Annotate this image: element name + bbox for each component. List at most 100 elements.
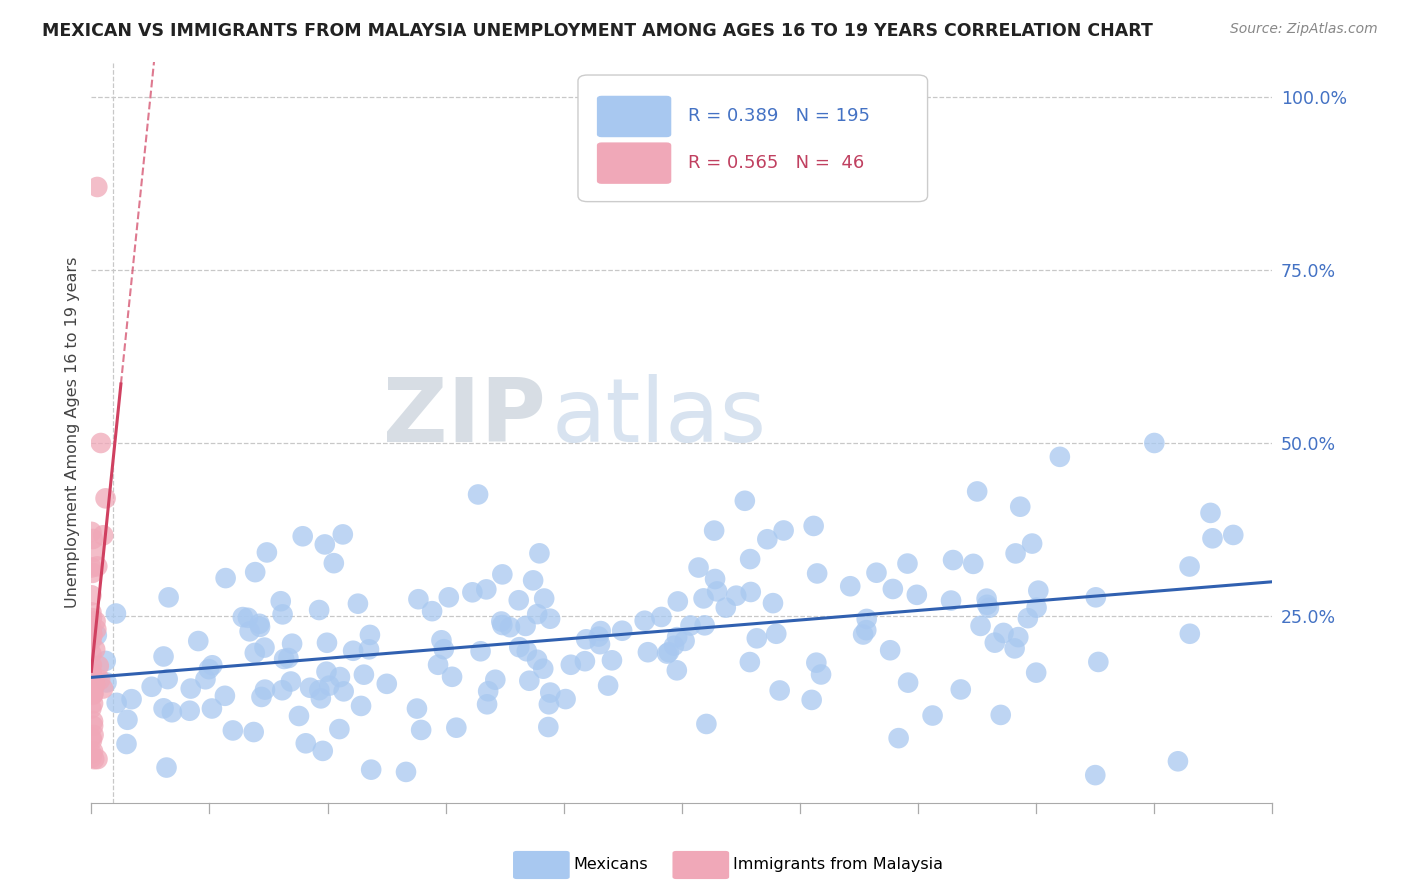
Point <box>80 747 103 761</box>
Point <box>990 707 1012 722</box>
Point <box>271 607 294 622</box>
Point <box>1017 611 1039 625</box>
Point <box>83 728 105 742</box>
Point <box>80 605 103 619</box>
Point <box>441 670 464 684</box>
Point <box>179 704 201 718</box>
Point <box>882 582 904 596</box>
Point <box>1087 655 1109 669</box>
Point <box>533 591 555 606</box>
Point <box>446 721 468 735</box>
Point <box>526 607 548 621</box>
Point <box>491 615 513 629</box>
Point <box>359 628 381 642</box>
Point <box>308 603 330 617</box>
Point <box>976 591 998 606</box>
Point <box>673 634 696 648</box>
Point <box>353 667 375 681</box>
Point <box>921 708 943 723</box>
Point <box>82 719 104 733</box>
Point <box>160 705 183 719</box>
Point <box>537 720 560 734</box>
Point <box>105 696 128 710</box>
Point <box>86 180 108 194</box>
Point <box>96 675 118 690</box>
Point <box>589 637 612 651</box>
Point <box>600 653 623 667</box>
Point <box>977 600 1000 615</box>
Point <box>329 670 352 684</box>
Point <box>80 658 103 673</box>
Point <box>242 725 264 739</box>
Point <box>522 574 544 588</box>
Point <box>253 682 276 697</box>
Point <box>939 593 962 607</box>
Point <box>89 673 111 687</box>
Point <box>855 612 877 626</box>
Point <box>80 633 103 648</box>
Text: R = 0.389   N = 195: R = 0.389 N = 195 <box>688 108 870 126</box>
Point <box>152 649 174 664</box>
Point <box>82 744 104 758</box>
Point <box>865 566 887 580</box>
Point <box>839 579 862 593</box>
Point <box>249 616 271 631</box>
Point <box>515 619 537 633</box>
Point <box>294 736 316 750</box>
Point <box>411 723 433 737</box>
Point <box>80 621 103 635</box>
Point <box>1025 665 1047 680</box>
Point <box>222 723 245 738</box>
Point <box>86 623 108 637</box>
Point <box>461 585 484 599</box>
Point <box>740 552 762 566</box>
Point <box>180 681 202 696</box>
Point <box>803 519 825 533</box>
Point <box>270 594 292 608</box>
Point <box>245 565 267 579</box>
Point <box>308 683 330 698</box>
Point <box>560 657 582 672</box>
Point <box>517 673 540 688</box>
Point <box>84 614 107 628</box>
Point <box>984 635 1007 649</box>
Point <box>1084 591 1107 605</box>
Point <box>612 624 634 638</box>
Point <box>406 701 429 715</box>
Point <box>554 692 576 706</box>
Point <box>508 593 530 607</box>
Point <box>430 633 453 648</box>
Text: atlas: atlas <box>553 375 768 461</box>
Point <box>531 662 554 676</box>
Point <box>256 545 278 559</box>
Point <box>896 557 918 571</box>
Point <box>772 524 794 538</box>
Point <box>666 594 689 608</box>
Point <box>82 628 104 642</box>
Point <box>1025 600 1047 615</box>
Point <box>516 644 538 658</box>
Point <box>1026 583 1049 598</box>
Point <box>538 612 561 626</box>
Point <box>598 679 620 693</box>
Point <box>756 533 779 547</box>
Point <box>879 643 901 657</box>
Point <box>243 646 266 660</box>
Point <box>239 624 262 639</box>
Point <box>1178 559 1201 574</box>
Point <box>852 627 875 641</box>
Point <box>332 684 354 698</box>
Point <box>855 623 877 637</box>
Point <box>976 598 998 612</box>
Point <box>347 597 370 611</box>
Point <box>82 714 104 729</box>
Point <box>897 675 920 690</box>
Point <box>1167 754 1189 768</box>
Point <box>80 611 103 625</box>
Point <box>328 722 350 736</box>
Point <box>187 634 209 648</box>
Point <box>80 733 103 747</box>
Point <box>299 681 322 695</box>
Point <box>82 532 104 546</box>
Y-axis label: Unemployment Among Ages 16 to 19 years: Unemployment Among Ages 16 to 19 years <box>65 257 80 608</box>
